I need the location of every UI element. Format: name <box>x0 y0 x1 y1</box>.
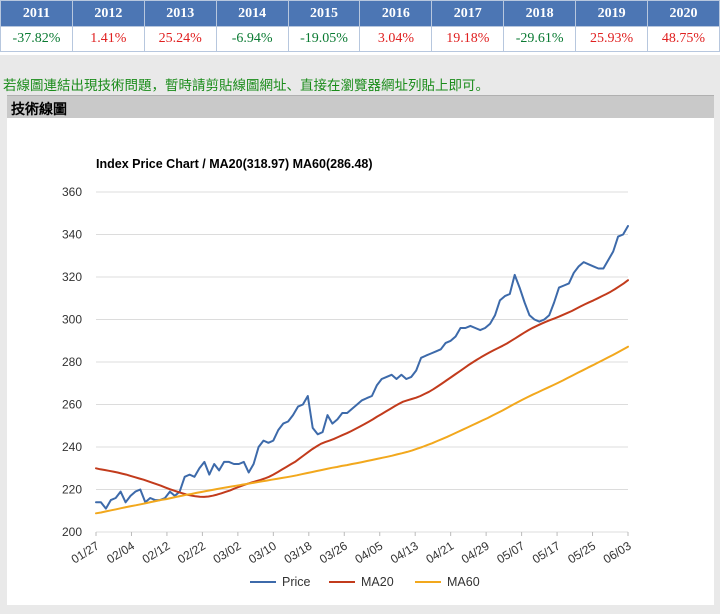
year-cell: 2015 <box>287 0 361 27</box>
year-cell: 2019 <box>575 0 649 27</box>
series-line-price <box>95 225 629 510</box>
year-cell: 2018 <box>503 0 577 27</box>
return-cell: -29.61% <box>503 26 577 52</box>
x-tick-label: 04/05 <box>352 538 385 566</box>
x-tick-label: 03/02 <box>211 538 244 566</box>
legend-label: Price <box>282 575 311 589</box>
y-tick-label: 220 <box>62 483 82 497</box>
return-cell: 48.75% <box>647 26 720 52</box>
x-tick-label: 04/29 <box>459 538 492 566</box>
y-tick-label: 200 <box>62 525 82 539</box>
section-header: 技術線圖 <box>7 95 714 118</box>
legend-label: MA60 <box>447 575 480 589</box>
chart-title: Index Price Chart / MA20(318.97) MA60(28… <box>96 157 373 171</box>
y-tick-label: 360 <box>62 185 82 199</box>
return-cell: 1.41% <box>71 26 145 52</box>
chart-link-notice: 若線圖連結出現技術問題，暫時請剪貼線圖網址、直接在瀏覽器網址列貼上即可。 <box>3 78 489 93</box>
year-cell: 2016 <box>359 0 433 27</box>
x-tick-label: 03/10 <box>246 538 279 566</box>
x-tick-label: 02/12 <box>140 538 173 566</box>
return-cell: 25.93% <box>575 26 649 52</box>
year-cell: 2011 <box>0 0 73 27</box>
return-cell: 19.18% <box>431 26 505 52</box>
return-cell: 3.04% <box>359 26 433 52</box>
x-tick-label: 03/26 <box>317 538 350 566</box>
x-tick-label: 04/13 <box>388 538 421 566</box>
year-cell: 2012 <box>71 0 145 27</box>
x-tick-label: 03/18 <box>282 538 315 566</box>
year-cell: 2017 <box>431 0 505 27</box>
price-chart: Index Price Chart / MA20(318.97) MA60(28… <box>62 157 634 589</box>
return-cell: 25.24% <box>143 26 217 52</box>
series-line-ma20 <box>95 279 629 498</box>
x-tick-label: 02/22 <box>175 538 208 566</box>
return-cell: -37.82% <box>0 26 73 52</box>
year-cell: 2014 <box>215 0 289 27</box>
y-tick-label: 260 <box>62 398 82 412</box>
x-tick-label: 02/04 <box>104 538 137 566</box>
y-tick-label: 280 <box>62 355 82 369</box>
year-cell: 2020 <box>647 0 720 27</box>
y-tick-label: 300 <box>62 313 82 327</box>
return-cell: -19.05% <box>287 26 361 52</box>
x-tick-label: 01/27 <box>69 538 102 566</box>
y-tick-label: 340 <box>62 228 82 242</box>
x-tick-label: 05/07 <box>494 538 527 566</box>
year-header-row: 2011 2012 2013 2014 2015 2016 2017 2018 2019 2020 <box>0 0 720 27</box>
y-tick-label: 240 <box>62 440 82 454</box>
series-line-ma60 <box>95 345 629 515</box>
chart-panel: Index Price Chart / MA20(318.97) MA60(28… <box>7 118 714 605</box>
x-tick-label: 06/03 <box>601 538 634 566</box>
y-tick-label: 320 <box>62 270 82 284</box>
legend-label: MA20 <box>361 575 394 589</box>
x-tick-label: 04/21 <box>423 538 456 566</box>
return-value-row: -37.82% 1.41% 25.24% -6.94% -19.05% 3.04% 19.1… <box>0 26 720 52</box>
x-tick-label: 05/25 <box>565 538 598 566</box>
return-cell: -6.94% <box>215 26 289 52</box>
x-tick-label: 05/17 <box>530 538 563 566</box>
section-title: 技術線圖 <box>11 101 67 117</box>
annual-returns-table: 2011 2012 2013 2014 2015 2016 2017 2018 2019 2020… <box>0 0 720 52</box>
year-cell: 2013 <box>143 0 217 27</box>
